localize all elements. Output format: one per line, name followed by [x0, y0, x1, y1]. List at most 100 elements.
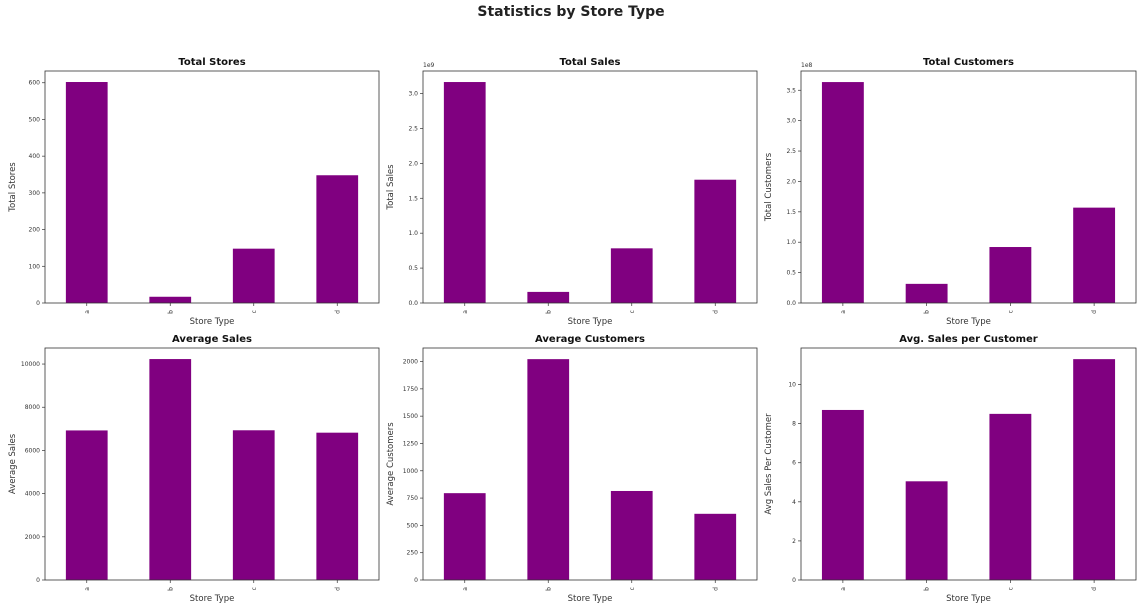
x-tick-label: d [334, 310, 341, 314]
y-tick-label: 3.0 [408, 91, 418, 98]
y-tick-label: 1.5 [786, 209, 796, 216]
y-tick-label: 6 [792, 460, 796, 467]
bar-c [610, 490, 653, 580]
bar-a [821, 82, 864, 303]
y-axis-label: Total Sales [386, 164, 396, 211]
y-tick-label: 3.0 [786, 118, 796, 125]
y-tick-label: 0.0 [786, 300, 796, 307]
axis-offset-label: 1e8 [801, 62, 813, 69]
x-tick-label: b [924, 310, 931, 314]
y-axis-label: Average Sales [8, 433, 18, 494]
bar-c [989, 247, 1032, 303]
x-tick-label: b [545, 310, 552, 314]
y-tick-label: 750 [407, 495, 419, 502]
y-tick-label: 2000 [403, 359, 418, 366]
chart-panel-avg-sales-per-customer: 0 2 4 6 8 10 a b c d Avg. Sales per Customer Store … [764, 334, 1137, 604]
x-tick-label: c [1007, 587, 1014, 590]
plot-frame [422, 347, 758, 581]
y-tick-label: 2000 [25, 534, 40, 541]
bar-d [316, 432, 359, 580]
y-axis-label: Total Customers [764, 152, 774, 222]
y-axis-label: Avg Sales Per Customer [764, 413, 774, 515]
x-tick-label: c [629, 587, 636, 590]
bar-c [610, 248, 653, 303]
panel-title: Avg. Sales per Customer [899, 334, 1038, 345]
x-tick-label: d [712, 310, 719, 314]
bar-d [694, 179, 737, 303]
y-tick-label: 600 [29, 80, 41, 87]
bar-a [821, 409, 864, 580]
bar-d [316, 175, 359, 303]
x-tick-label: d [1091, 310, 1098, 314]
y-tick-label: 2.5 [408, 125, 418, 132]
x-axis-label: Store Type [568, 594, 613, 604]
y-tick-label: 250 [407, 550, 419, 557]
y-tick-label: 2.0 [408, 160, 418, 167]
y-tick-label: 0.0 [408, 300, 418, 307]
y-tick-label: 1.5 [408, 195, 418, 202]
x-tick-label: b [167, 587, 174, 591]
x-tick-label: c [251, 310, 258, 313]
y-tick-label: 2 [792, 538, 796, 545]
bar-b [905, 283, 948, 303]
bar-b [149, 359, 192, 580]
y-tick-label: 0 [36, 577, 40, 584]
panel-title: Total Sales [560, 57, 621, 68]
bar-b [905, 481, 948, 580]
x-axis-label: Store Type [568, 317, 613, 327]
figure-title: Statistics by Store Type [477, 4, 665, 20]
y-tick-label: 8 [792, 421, 796, 428]
y-tick-label: 300 [29, 190, 41, 197]
y-tick-label: 2.5 [786, 148, 796, 155]
panel-title: Average Customers [535, 334, 645, 345]
x-tick-label: c [251, 587, 258, 590]
y-tick-label: 1750 [403, 386, 418, 393]
plot-frame [44, 70, 380, 304]
panel-title: Average Sales [172, 334, 252, 345]
x-tick-label: b [545, 587, 552, 591]
y-tick-label: 10 [788, 382, 796, 389]
x-tick-label: b [924, 587, 931, 591]
chart-panel-average-customers: 0 250 500 750 1000 1250 1500 1750 2000 a b c d Averag… [386, 334, 758, 604]
chart-panel-total-stores: 0 100 200 300 400 500 600 a b c d Total Stores Store… [8, 57, 380, 327]
y-tick-label: 0.5 [408, 265, 418, 272]
panel-title: Total Stores [178, 57, 245, 68]
y-tick-label: 500 [29, 116, 41, 123]
bar-a [65, 430, 108, 580]
bar-d [1073, 359, 1116, 580]
y-tick-label: 4000 [25, 491, 40, 498]
y-axis-label: Average Customers [386, 422, 396, 506]
bar-d [1073, 207, 1116, 303]
chart-panel-average-sales: 0 2000 4000 6000 8000 10000 a b c d Average Sales S… [8, 334, 380, 604]
plot-frame [44, 347, 380, 581]
axis-offset-label: 1e9 [423, 62, 435, 69]
x-tick-label: d [334, 587, 341, 591]
y-tick-label: 2.0 [786, 178, 796, 185]
x-tick-label: a [462, 310, 469, 314]
x-tick-label: a [840, 587, 847, 591]
bar-b [527, 359, 570, 580]
y-tick-label: 0 [414, 577, 418, 584]
y-tick-label: 1.0 [408, 230, 418, 237]
bar-c [989, 413, 1032, 580]
x-tick-label: a [84, 310, 91, 314]
y-axis-label: Total Stores [8, 162, 18, 213]
x-tick-label: a [462, 587, 469, 591]
y-tick-label: 200 [29, 227, 41, 234]
plot-frame [800, 347, 1137, 581]
y-tick-label: 0.5 [786, 270, 796, 277]
x-axis-label: Store Type [946, 317, 991, 327]
x-tick-label: a [84, 587, 91, 591]
y-tick-label: 1000 [403, 468, 418, 475]
x-tick-label: a [840, 310, 847, 314]
bar-b [149, 296, 192, 303]
chart-panel-total-sales: 0.0 0.5 1.0 1.5 2.0 2.5 3.0 a b c d 1e9 Total Sales S… [386, 57, 758, 327]
x-tick-label: b [167, 310, 174, 314]
y-tick-label: 0 [36, 300, 40, 307]
x-axis-label: Store Type [190, 317, 235, 327]
bar-a [443, 493, 486, 580]
y-tick-label: 1500 [403, 413, 418, 420]
bar-c [232, 248, 275, 303]
plot-frame [422, 70, 758, 304]
y-tick-label: 1250 [403, 440, 418, 447]
